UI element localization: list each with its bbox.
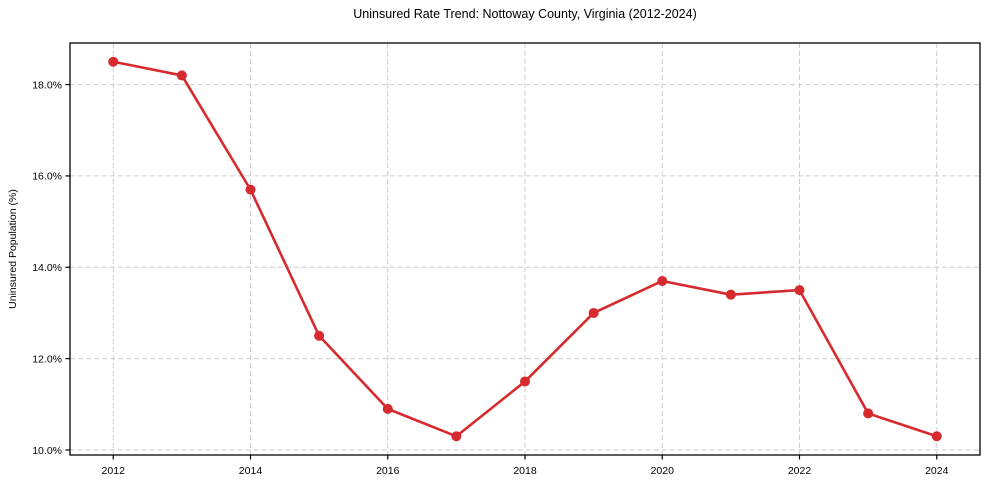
x-tick-label: 2024 bbox=[925, 465, 949, 477]
data-point bbox=[725, 289, 736, 300]
data-point bbox=[863, 408, 874, 419]
y-tick-label: 10.0% bbox=[32, 445, 62, 457]
data-point bbox=[245, 184, 256, 195]
y-tick-label: 16.0% bbox=[32, 171, 62, 183]
x-tick-label: 2018 bbox=[513, 465, 537, 477]
y-tick-label: 18.0% bbox=[32, 79, 62, 91]
data-point bbox=[931, 431, 942, 442]
data-point bbox=[657, 275, 668, 286]
data-point bbox=[794, 285, 805, 296]
chart-title: Uninsured Rate Trend: Nottoway County, V… bbox=[353, 7, 697, 21]
data-point bbox=[588, 307, 599, 318]
x-tick-label: 2012 bbox=[102, 465, 126, 477]
x-tick-label: 2020 bbox=[651, 465, 675, 477]
y-tick-label: 14.0% bbox=[32, 262, 62, 274]
x-tick-label: 2014 bbox=[239, 465, 263, 477]
data-point bbox=[520, 376, 530, 387]
data-point bbox=[176, 70, 187, 81]
x-tick-label: 2022 bbox=[788, 465, 812, 477]
data-point bbox=[108, 56, 119, 67]
y-axis-label: Uninsured Population (%) bbox=[7, 189, 19, 309]
x-tick-label: 2016 bbox=[376, 465, 400, 477]
data-point bbox=[382, 403, 393, 414]
data-point bbox=[451, 431, 462, 442]
y-tick-label: 12.0% bbox=[32, 353, 62, 365]
data-point bbox=[314, 330, 325, 341]
